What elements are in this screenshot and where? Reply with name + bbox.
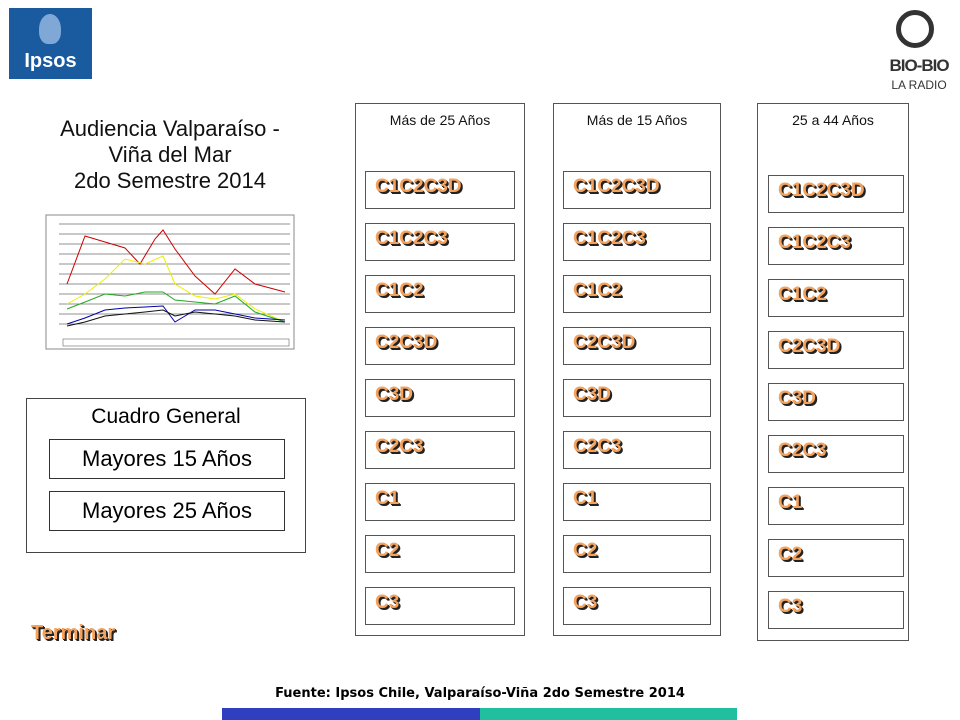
segment-button[interactable]: C1C2C3 bbox=[768, 227, 904, 265]
title-line: Audiencia Valparaíso - bbox=[60, 116, 280, 141]
segment-button[interactable]: C2C3 bbox=[365, 431, 515, 469]
segment-button[interactable]: C3D bbox=[365, 379, 515, 417]
segment-button[interactable]: C3 bbox=[563, 587, 711, 625]
logo-face bbox=[39, 14, 61, 44]
segment-button[interactable]: C1C2 bbox=[768, 279, 904, 317]
menu-column: Más de 25 Años C1C2C3D C1C2C3 C1C2 C2C3D C3D C… bbox=[355, 103, 525, 636]
title: Audiencia Valparaíso - Viña del Mar 2do … bbox=[10, 116, 330, 194]
chart-thumbnail[interactable] bbox=[45, 214, 295, 350]
logo-text: Ipsos bbox=[24, 50, 77, 72]
ipsos-logo: Ipsos bbox=[9, 8, 92, 79]
segment-button[interactable]: C3 bbox=[365, 587, 515, 625]
segment-button[interactable]: C2 bbox=[768, 539, 904, 577]
segment-button[interactable]: C2C3D bbox=[563, 327, 711, 365]
general-button[interactable]: Mayores 15 Años bbox=[49, 439, 285, 479]
exit-button[interactable]: Terminar bbox=[31, 622, 116, 644]
column-header: Más de 15 Años bbox=[586, 112, 688, 128]
segment-button[interactable]: C1C2 bbox=[365, 275, 515, 313]
segment-button[interactable]: C2C3D bbox=[768, 331, 904, 369]
logo-ring bbox=[896, 10, 934, 48]
segment-button[interactable]: C1C2C3 bbox=[365, 223, 515, 261]
segment-button[interactable]: C3D bbox=[563, 379, 711, 417]
segment-button[interactable]: C1 bbox=[563, 483, 711, 521]
footer-bar bbox=[222, 708, 480, 720]
segment-button[interactable]: C1C2C3D bbox=[365, 171, 515, 209]
segment-button[interactable]: C1 bbox=[768, 487, 904, 525]
menu-column: 25 a 44 Años C1C2C3D C1C2C3 C1C2 C2C3D C3D C2C… bbox=[757, 103, 909, 641]
general-button[interactable]: Mayores 25 Años bbox=[49, 491, 285, 531]
title-line: 2do Semestre 2014 bbox=[73, 168, 267, 193]
segment-button[interactable]: C1C2C3D bbox=[563, 171, 711, 209]
logo-text: BIO-BIO bbox=[889, 56, 949, 75]
segment-button[interactable]: C1C2 bbox=[563, 275, 711, 313]
segment-button[interactable]: C3D bbox=[768, 383, 904, 421]
general-panel: Cuadro General Mayores 15 Años Mayores 2… bbox=[26, 398, 306, 553]
segment-button[interactable]: C1 bbox=[365, 483, 515, 521]
title-line: Viña del Mar bbox=[108, 142, 232, 167]
footer-bar bbox=[480, 708, 737, 720]
segment-button[interactable]: C1C2C3D bbox=[768, 175, 904, 213]
segment-button[interactable]: C2C3 bbox=[563, 431, 711, 469]
segment-button[interactable]: C2 bbox=[365, 535, 515, 573]
column-header: Más de 25 Años bbox=[389, 112, 491, 128]
logo-subtext: LA RADIO bbox=[891, 78, 947, 92]
segment-button[interactable]: C3 bbox=[768, 591, 904, 629]
segment-button[interactable]: C2C3 bbox=[768, 435, 904, 473]
panel-title: Cuadro General bbox=[91, 405, 241, 428]
footer: Fuente: Ipsos Chile, Valparaíso-Viña 2do… bbox=[275, 686, 685, 701]
biobio-logo: BIO-BIO LA RADIO bbox=[884, 8, 954, 100]
segment-button[interactable]: C1C2C3 bbox=[563, 223, 711, 261]
menu-column: Más de 15 Años C1C2C3D C1C2C3 C1C2 C2C3D C3D C… bbox=[553, 103, 721, 636]
segment-button[interactable]: C2C3D bbox=[365, 327, 515, 365]
column-header: 25 a 44 Años bbox=[792, 112, 874, 128]
segment-button[interactable]: C2 bbox=[563, 535, 711, 573]
